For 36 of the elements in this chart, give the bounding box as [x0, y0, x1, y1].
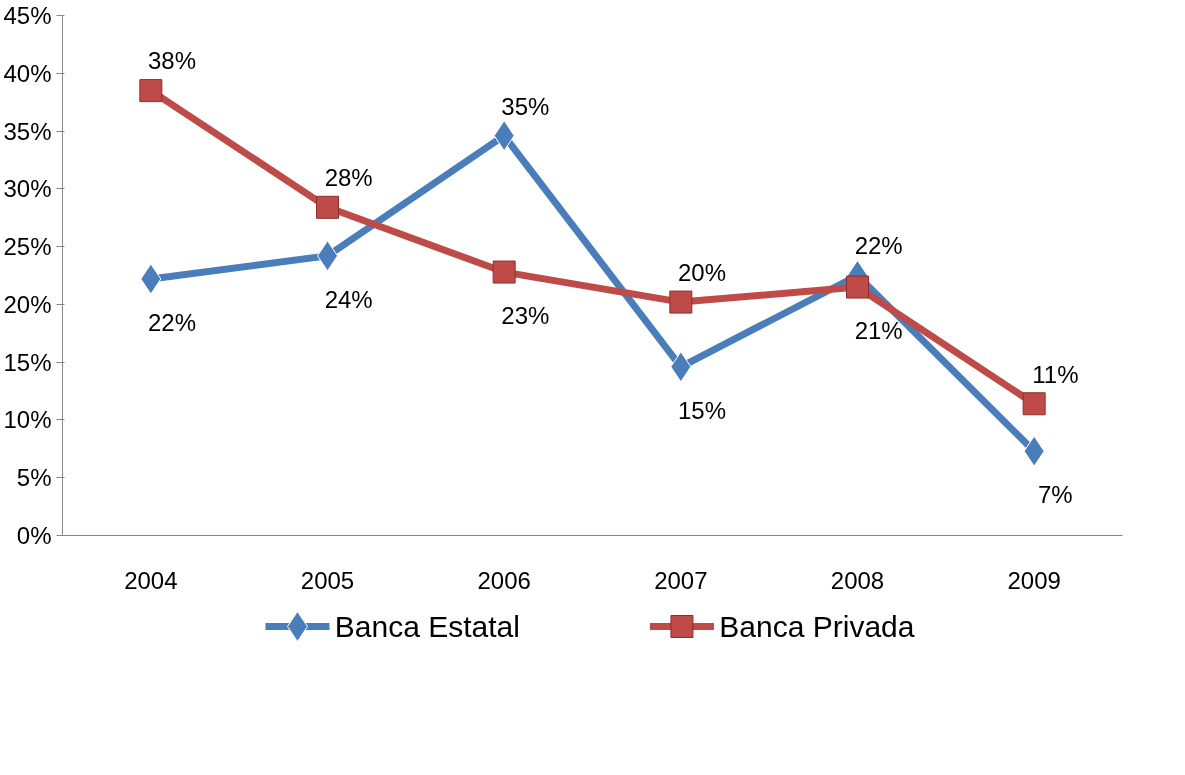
y-tick-label: 25%: [3, 233, 52, 261]
y-tick-label: 40%: [3, 59, 52, 87]
data-label: 15%: [678, 396, 727, 424]
y-tick-label: 5%: [16, 464, 52, 492]
point: [492, 260, 516, 284]
x-tick-label: 2008: [830, 566, 885, 594]
y-tick-label: 45%: [3, 2, 52, 29]
x-tick-label: 2009: [1007, 566, 1061, 594]
data-label: 7%: [1038, 481, 1073, 509]
y-tick-label: 30%: [3, 175, 52, 203]
data-label: 24%: [324, 285, 373, 313]
y-tick-label: 15%: [3, 348, 52, 376]
data-label: 23%: [501, 302, 550, 330]
data-label: 38%: [148, 47, 197, 75]
point: [846, 275, 869, 299]
data-label: 28%: [324, 164, 373, 192]
data-label: 22%: [854, 232, 903, 260]
x-tick-label: 2005: [300, 566, 355, 594]
legend-label: Banca Privada: [719, 610, 915, 643]
y-tick-label: 0%: [16, 522, 52, 549]
point: [669, 290, 693, 314]
data-label: 35%: [501, 92, 550, 120]
y-tick-label: 35%: [3, 117, 52, 145]
data-label: 11%: [1032, 360, 1079, 388]
x-tick-label: 2004: [124, 566, 178, 594]
legend-label: Banca Estatal: [334, 610, 520, 643]
data-label: 22%: [148, 309, 197, 337]
y-tick-label: 20%: [3, 290, 52, 318]
y-tick-label: 10%: [3, 406, 52, 434]
data-label: 20%: [678, 258, 727, 286]
data-label: 21%: [854, 317, 903, 345]
point: [139, 79, 163, 103]
point: [1022, 392, 1046, 416]
x-tick-label: 2007: [654, 566, 708, 594]
point: [316, 195, 339, 219]
x-tick-label: 2006: [477, 566, 531, 594]
